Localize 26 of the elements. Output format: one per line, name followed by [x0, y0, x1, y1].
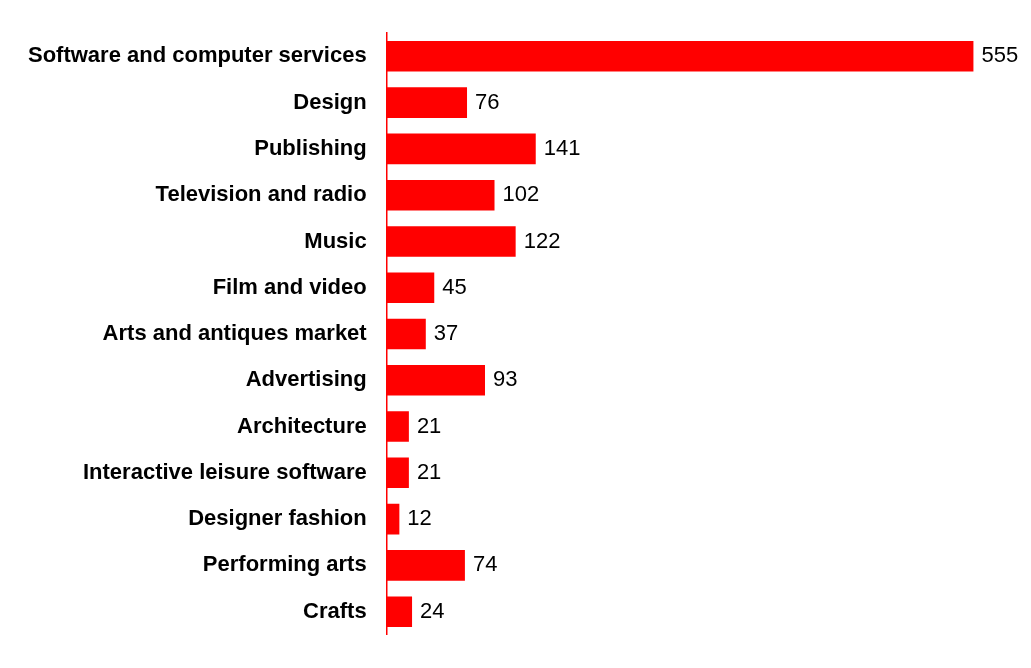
data-label: 12	[407, 505, 432, 531]
data-label: 76	[475, 88, 500, 114]
data-label: 102	[502, 181, 540, 207]
y-tick-label: Publishing	[254, 134, 367, 160]
y-tick-label: Crafts	[303, 597, 367, 623]
y-tick-label: Music	[304, 227, 367, 253]
y-tick-label: Design	[293, 88, 367, 114]
y-tick-label: Architecture	[237, 412, 367, 438]
data-label: 555	[981, 42, 1019, 68]
data-label: 122	[523, 227, 561, 253]
y-tick-label: Software and computer services	[27, 42, 367, 68]
y-tick-label: Performing arts	[202, 551, 367, 577]
data-label: 21	[416, 458, 442, 484]
y-tick-label: Advertising	[245, 366, 367, 392]
data-label: 141	[543, 134, 581, 160]
data-label: 24	[420, 597, 445, 623]
y-tick-label: Film and video	[212, 273, 367, 299]
data-label: 93	[493, 366, 518, 392]
y-tick-label: Designer fashion	[188, 505, 367, 531]
y-tick-label: Arts and antiques market	[102, 320, 368, 346]
data-label: 45	[442, 273, 467, 299]
data-label: 21	[416, 412, 442, 438]
data-label: 37	[433, 320, 459, 346]
y-tick-label: Interactive leisure software	[82, 458, 367, 484]
y-tick-label: Television and radio	[155, 181, 367, 207]
data-label: 74	[472, 551, 498, 577]
